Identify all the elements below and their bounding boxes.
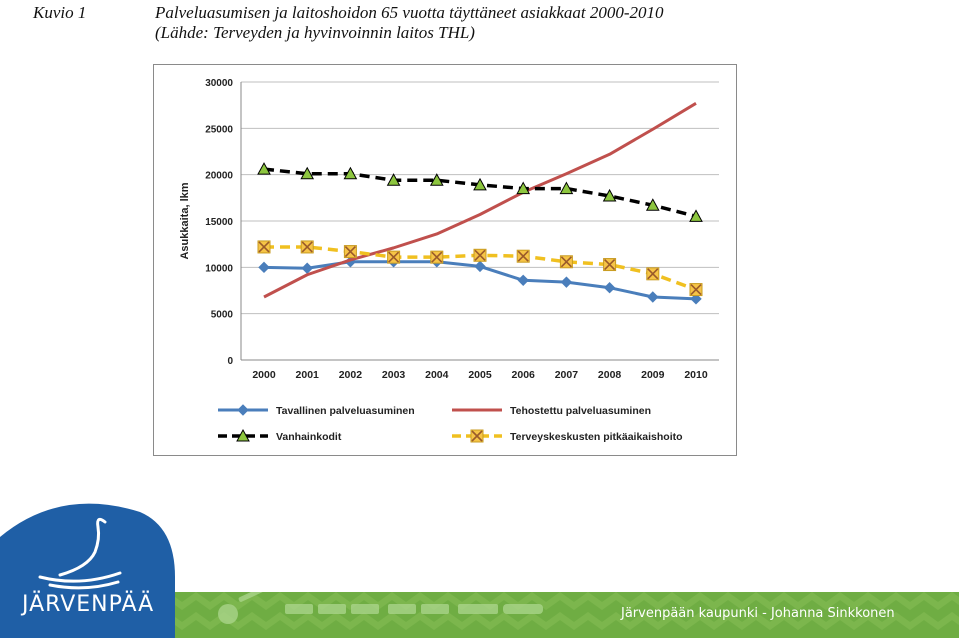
y-tick-label: 5000 xyxy=(211,310,234,321)
line-chart: 0 5000 10000 15000 20000 25000 30000 2000 2001 20… xyxy=(179,78,719,443)
y-tick-label: 10000 xyxy=(205,263,233,274)
data-point xyxy=(690,293,702,305)
x-tick-label: 2010 xyxy=(684,369,708,381)
y-tick-label: 30000 xyxy=(205,78,233,89)
data-point xyxy=(301,262,313,274)
data-point xyxy=(603,282,616,294)
x-tick-label: 2006 xyxy=(512,369,536,381)
data-point xyxy=(517,274,529,287)
y-tick-label: 20000 xyxy=(205,171,233,182)
legend-marker xyxy=(470,429,484,443)
legend-label: Vanhainkodit xyxy=(276,431,342,443)
data-point xyxy=(689,283,703,297)
x-tick-label: 2001 xyxy=(296,369,320,381)
data-point xyxy=(645,198,660,211)
legend-marker xyxy=(237,404,249,416)
swan-icon xyxy=(58,517,107,577)
data-point xyxy=(343,245,357,259)
x-tick-label: 2004 xyxy=(425,369,449,381)
y-axis-label: Asukkaita, lkm xyxy=(179,182,191,259)
data-point xyxy=(516,181,531,195)
data-point xyxy=(300,166,315,180)
data-point xyxy=(516,249,530,263)
x-tick-label: 2003 xyxy=(382,369,406,381)
data-point xyxy=(386,173,401,186)
y-tick-label: 0 xyxy=(227,356,233,367)
data-point xyxy=(559,181,574,195)
x-tick-label: 2008 xyxy=(598,369,622,381)
x-tick-label: 2000 xyxy=(252,369,276,381)
data-point xyxy=(473,177,487,191)
data-point xyxy=(560,276,573,288)
data-point xyxy=(603,258,617,272)
data-point xyxy=(474,260,486,273)
x-tick-label: 2002 xyxy=(339,369,363,381)
jarvenpaa-logo xyxy=(0,503,175,638)
data-point xyxy=(602,188,617,202)
chart-frame: 0 5000 10000 15000 20000 25000 30000 2000 2001 20… xyxy=(153,64,737,456)
data-point xyxy=(559,255,573,269)
data-point xyxy=(473,248,487,262)
logo-text: JÄRVENPÄÄ xyxy=(22,592,155,617)
data-point xyxy=(647,291,659,303)
x-tick-label: 2005 xyxy=(468,369,492,381)
legend-label: Tavallinen palveluasuminen xyxy=(276,405,415,417)
figure-title-line1: Palveluasumisen ja laitoshoidon 65 vuott… xyxy=(155,3,664,22)
data-point xyxy=(258,261,270,274)
x-tick-label: 2009 xyxy=(641,369,665,381)
legend-marker xyxy=(236,428,250,442)
legend-label: Terveyskeskusten pitkäaikaishoito xyxy=(510,431,683,443)
legend-label: Tehostettu palveluasuminen xyxy=(510,405,651,417)
figure-source-line: (Lähde: Terveyden ja hyvinvoinnin laitos… xyxy=(155,23,475,42)
data-point xyxy=(300,240,314,254)
data-point xyxy=(257,162,271,175)
data-point xyxy=(430,250,444,264)
series-line-2 xyxy=(263,102,697,299)
y-tick-label: 25000 xyxy=(205,124,233,135)
x-tick-label: 2007 xyxy=(555,369,579,381)
y-tick-label: 15000 xyxy=(205,217,233,228)
data-point xyxy=(257,240,271,254)
data-point xyxy=(343,166,358,180)
data-point xyxy=(646,267,660,281)
data-point xyxy=(387,250,401,264)
footer-credit: Järvenpään kaupunki - Johanna Sinkkonen xyxy=(621,606,895,621)
series-line-3 xyxy=(263,167,697,219)
figure-title: Palveluasumisen ja laitoshoidon 65 vuott… xyxy=(155,3,664,43)
data-point xyxy=(429,173,444,186)
data-point xyxy=(689,209,703,222)
figure-label: Kuvio 1 xyxy=(33,3,87,22)
